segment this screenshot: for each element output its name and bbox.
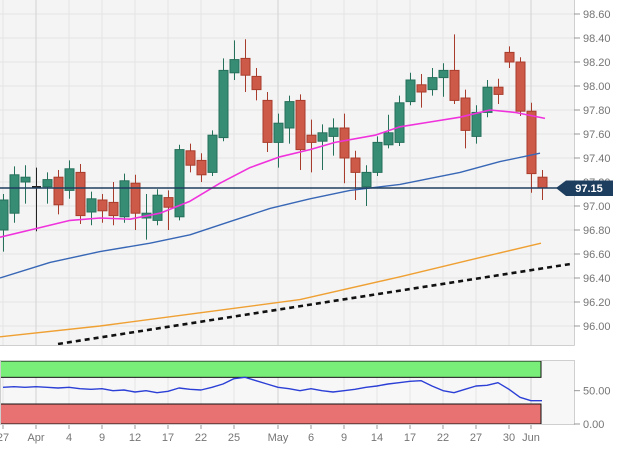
price-axis-label: 96.60	[583, 249, 611, 261]
candle-up[interactable]	[383, 132, 394, 146]
price-axis-label: 97.40	[583, 153, 611, 165]
candle-down[interactable]	[130, 182, 141, 214]
candle-down[interactable]	[526, 110, 537, 175]
candle-down[interactable]	[262, 99, 273, 143]
price-panel-bg	[0, 0, 574, 345]
candle-down[interactable]	[504, 51, 515, 63]
candle-down[interactable]	[108, 201, 119, 217]
x-axis-label: Jun	[522, 432, 540, 444]
candle-up[interactable]	[229, 59, 240, 74]
x-axis-label: 9	[341, 432, 347, 444]
candle-up[interactable]	[482, 86, 493, 113]
candle-up[interactable]	[438, 69, 449, 79]
indicator-panel-border	[0, 360, 575, 425]
candle-down[interactable]	[537, 176, 548, 189]
oscillator-lower-band	[0, 403, 542, 425]
candle-down[interactable]	[251, 75, 262, 91]
candle-up[interactable]	[218, 69, 229, 139]
x-axis-label: 25	[228, 432, 240, 444]
price-axis-label: 98.60	[583, 9, 611, 21]
price-axis-label: 97.80	[583, 105, 611, 117]
candle-up[interactable]	[328, 127, 339, 137]
candle-up[interactable]	[471, 111, 482, 137]
price-axis-label: 96.80	[583, 225, 611, 237]
price-axis-label: 98.00	[583, 81, 611, 93]
candle-up[interactable]	[20, 176, 31, 183]
price-axis-label: 96.20	[583, 297, 611, 309]
candle-up[interactable]	[152, 194, 163, 221]
candle-up[interactable]	[317, 132, 328, 142]
indicator-axis-label: 50.00	[583, 386, 611, 398]
candle-up[interactable]	[86, 198, 97, 213]
candle-up[interactable]	[284, 101, 295, 129]
x-axis-label: 9	[99, 432, 105, 444]
candle-up[interactable]	[427, 77, 438, 91]
candle-up[interactable]	[273, 122, 284, 143]
candle-down[interactable]	[163, 197, 174, 208]
candle-down[interactable]	[515, 61, 526, 112]
candle-up[interactable]	[394, 102, 405, 143]
candle-up[interactable]	[119, 180, 130, 218]
x-axis-label: 27	[470, 432, 482, 444]
x-axis-label: 6	[308, 432, 314, 444]
candle-up[interactable]	[0, 199, 9, 231]
x-axis-label: 30	[503, 432, 515, 444]
last-price-tag-text: 97.15	[575, 183, 603, 195]
candle-up[interactable]	[174, 149, 185, 218]
candle-up[interactable]	[9, 174, 20, 214]
candle-down[interactable]	[449, 69, 460, 101]
candle-down[interactable]	[493, 86, 504, 95]
indicator-axis-label: 0.00	[583, 419, 604, 431]
candle-down[interactable]	[416, 84, 427, 93]
x-axis-label: 22	[437, 432, 449, 444]
candle-down[interactable]	[53, 176, 64, 206]
candle-up[interactable]	[64, 168, 75, 191]
candle-down[interactable]	[97, 199, 108, 212]
x-axis-label: 17	[404, 432, 416, 444]
dotted-trendline	[57, 262, 574, 346]
x-axis-label: 14	[371, 432, 383, 444]
last-price-tag	[556, 180, 613, 196]
x-axis-label: 27	[0, 432, 9, 444]
price-axis-label: 96.40	[583, 273, 611, 285]
candle-down[interactable]	[339, 127, 350, 159]
candle-up[interactable]	[372, 141, 383, 173]
candle-down[interactable]	[350, 157, 361, 173]
x-axis-label: Apr	[27, 432, 44, 444]
price-axis-label: 96.00	[583, 321, 611, 333]
candle-down[interactable]	[196, 159, 207, 176]
x-axis-label: 22	[195, 432, 207, 444]
sma-mid-line	[0, 152, 541, 279]
candle-down[interactable]	[306, 134, 317, 143]
price-axis-label: 97.60	[583, 129, 611, 141]
candle-up[interactable]	[207, 134, 218, 173]
sma-fast-line	[0, 109, 546, 238]
oscillator-line	[2, 376, 542, 402]
sma-slow-line	[0, 242, 542, 338]
price-axis-label: 98.20	[583, 57, 611, 69]
price-axis-label: 98.40	[583, 33, 611, 45]
x-axis-label: 12	[129, 432, 141, 444]
candle-down[interactable]	[75, 171, 86, 217]
candle-up[interactable]	[405, 79, 416, 103]
candle-down[interactable]	[460, 97, 471, 131]
candle-down[interactable]	[295, 99, 306, 151]
oscillator-upper-band	[0, 360, 542, 378]
x-axis-label: May	[268, 432, 289, 444]
candle-up[interactable]	[42, 179, 53, 188]
candle-up[interactable]	[361, 171, 372, 188]
candle-down[interactable]	[185, 150, 196, 166]
x-axis-label: 4	[66, 432, 72, 444]
price-axis-label: 97.00	[583, 201, 611, 213]
candle-down[interactable]	[240, 57, 251, 76]
x-axis-label: 17	[162, 432, 174, 444]
